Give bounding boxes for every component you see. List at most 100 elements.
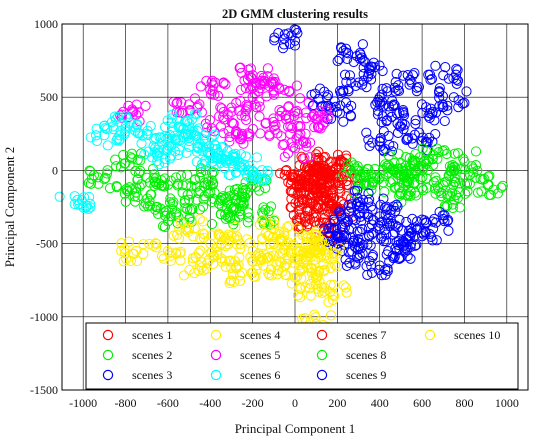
data-point [303, 218, 314, 230]
data-point [265, 201, 277, 212]
data-point [291, 80, 303, 91]
data-point [257, 207, 268, 218]
data-point [341, 76, 352, 88]
data-point [402, 177, 413, 188]
data-point [198, 232, 209, 244]
data-point [249, 171, 260, 182]
data-point [247, 256, 258, 267]
data-point [286, 278, 297, 289]
data-point [355, 211, 366, 222]
data-point [222, 239, 234, 250]
data-point [143, 146, 154, 157]
data-point [418, 185, 429, 196]
data-point [130, 122, 141, 133]
data-point [278, 244, 289, 255]
data-point [175, 246, 186, 257]
data-point [226, 262, 237, 274]
data-point [159, 157, 170, 168]
data-point [195, 233, 206, 244]
data-point [244, 160, 255, 172]
data-point [450, 176, 461, 187]
data-point [423, 69, 434, 80]
data-point [143, 201, 154, 212]
data-point [392, 201, 403, 212]
data-point [427, 235, 438, 246]
data-point [184, 118, 195, 129]
data-point [91, 123, 102, 134]
data-point [417, 143, 428, 154]
data-point [339, 69, 351, 80]
data-point [166, 113, 177, 124]
data-point [195, 81, 206, 92]
data-point [198, 134, 209, 145]
data-point [361, 81, 372, 93]
data-point [394, 121, 405, 132]
data-point [401, 134, 412, 146]
data-point [112, 111, 123, 122]
data-point [251, 264, 262, 276]
data-point [262, 252, 273, 263]
data-point [430, 128, 441, 140]
data-point [265, 251, 276, 262]
data-point [247, 123, 259, 135]
data-point [417, 162, 428, 173]
data-point [196, 167, 207, 178]
data-point [193, 188, 204, 199]
data-point [325, 310, 337, 321]
data-point [216, 238, 227, 249]
data-point [292, 223, 303, 234]
data-point [377, 65, 388, 77]
data-point [387, 250, 398, 262]
data-point [317, 170, 328, 181]
data-point [269, 124, 280, 135]
data-point [279, 138, 290, 150]
data-point [406, 223, 417, 235]
data-point [319, 264, 330, 275]
data-point [283, 101, 294, 112]
data-point [125, 255, 136, 267]
data-point [381, 249, 392, 260]
data-point [343, 247, 354, 258]
data-point [365, 61, 377, 72]
data-point [168, 125, 179, 136]
data-point [416, 214, 428, 225]
data-point [197, 158, 208, 169]
points-layer [54, 24, 508, 339]
data-point [160, 210, 171, 221]
data-point [148, 141, 159, 152]
y-tick-label: 500 [40, 90, 58, 104]
data-point [242, 170, 253, 181]
legend-marker [210, 329, 222, 341]
y-tick-label: 0 [52, 163, 58, 177]
data-point [383, 167, 394, 178]
data-point [219, 255, 231, 266]
data-point [316, 235, 328, 247]
data-point [416, 99, 428, 110]
data-point [421, 182, 432, 194]
data-point [367, 204, 378, 215]
data-point [287, 172, 298, 183]
data-point [328, 289, 339, 300]
data-point [304, 152, 315, 163]
data-point [128, 106, 139, 117]
data-point [347, 213, 359, 225]
data-point [393, 169, 404, 181]
data-point [301, 141, 312, 152]
y-tick-label: -500 [36, 237, 58, 251]
data-point [104, 183, 116, 194]
data-point [151, 242, 162, 253]
data-point [292, 27, 303, 39]
data-point [393, 80, 404, 91]
data-point [374, 211, 385, 222]
data-point [348, 235, 360, 246]
data-point [397, 118, 408, 129]
data-point [329, 223, 340, 234]
data-point [158, 253, 169, 264]
data-point [421, 146, 432, 157]
data-point [349, 185, 361, 196]
y-tick-label: -1500 [30, 383, 58, 397]
data-point [366, 219, 377, 230]
data-point [388, 141, 399, 152]
data-point [102, 165, 113, 176]
